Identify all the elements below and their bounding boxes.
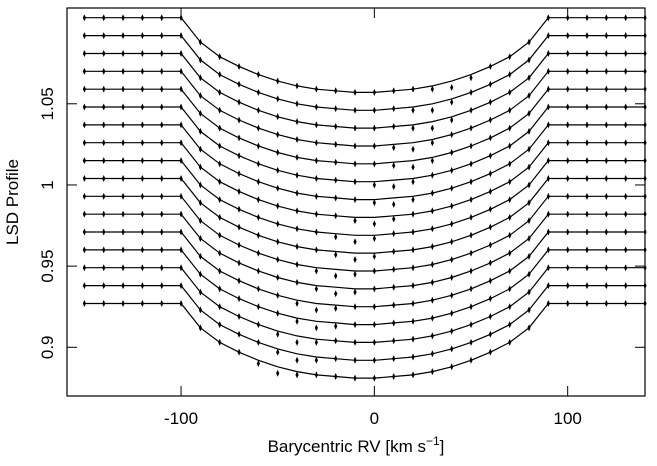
data-point	[430, 85, 434, 93]
data-point	[411, 163, 415, 171]
fit-line	[84, 70, 645, 147]
data-point	[82, 103, 86, 111]
data-point	[82, 139, 86, 147]
data-point	[276, 330, 280, 338]
fit-line	[84, 231, 645, 308]
data-point	[353, 256, 357, 264]
fit-line	[84, 285, 645, 361]
data-point	[82, 85, 86, 93]
data-point	[411, 178, 415, 186]
data-point	[450, 84, 454, 92]
y-axis-label: LSD Profile	[3, 159, 22, 245]
data-point	[314, 306, 318, 314]
data-point	[314, 324, 318, 332]
data-point	[372, 235, 376, 243]
data-point	[392, 144, 396, 152]
data-point	[334, 251, 338, 259]
fit-line	[84, 88, 645, 165]
y-tick-label: 1.05	[38, 87, 57, 120]
fit-line	[84, 35, 645, 111]
data-point	[334, 272, 338, 280]
data-point	[353, 217, 357, 225]
x-axis-label-part: −1	[426, 434, 440, 448]
fit-line	[84, 267, 645, 343]
data-point	[430, 139, 434, 147]
data-point	[334, 233, 338, 241]
data-point	[82, 246, 86, 254]
fit-line	[84, 142, 645, 218]
x-tick-label: 100	[553, 409, 581, 428]
x-axis-label: Barycentric RV [km s−1]	[268, 434, 445, 456]
data-point	[314, 267, 318, 275]
data-point	[314, 338, 318, 346]
data-point	[82, 121, 86, 129]
data-point	[411, 145, 415, 153]
fit-line	[84, 249, 645, 326]
data-point	[82, 228, 86, 236]
fit-line	[84, 106, 645, 183]
data-point	[256, 360, 260, 368]
fit-line	[84, 124, 645, 201]
data-point	[82, 282, 86, 290]
data-point	[82, 67, 86, 75]
data-point	[295, 356, 299, 364]
data-point	[82, 49, 86, 57]
data-point	[334, 304, 338, 312]
fit-line	[84, 177, 645, 254]
data-point	[353, 270, 357, 278]
data-point	[450, 116, 454, 124]
data-point	[392, 183, 396, 191]
data-point	[276, 348, 280, 356]
data-point	[334, 290, 338, 298]
fit-line	[84, 302, 645, 379]
data-point	[82, 299, 86, 307]
data-point	[82, 264, 86, 272]
data-point	[450, 98, 454, 106]
data-point	[82, 210, 86, 218]
data-point	[314, 356, 318, 364]
data-point	[82, 32, 86, 40]
data-point	[353, 238, 357, 246]
data-point	[295, 299, 299, 307]
y-tick-label: 1	[38, 180, 57, 189]
plot-frame	[66, 7, 646, 397]
y-tick-label: 0.9	[38, 335, 57, 359]
fit-line	[84, 17, 645, 93]
data-point	[372, 181, 376, 189]
data-point	[430, 157, 434, 165]
x-tick-label: -100	[164, 409, 198, 428]
data-point	[469, 74, 473, 82]
data-point	[392, 200, 396, 208]
x-axis-label-part: ]	[440, 437, 445, 456]
data-point	[430, 124, 434, 132]
data-point	[314, 285, 318, 293]
data-point	[276, 369, 280, 377]
x-tick-label: 0	[370, 409, 379, 428]
data-point	[392, 215, 396, 223]
data-point	[372, 199, 376, 207]
data-point	[430, 106, 434, 114]
data-point	[353, 288, 357, 296]
data-point	[411, 124, 415, 132]
data-point	[82, 14, 86, 22]
data-point	[295, 317, 299, 325]
fit-line	[84, 160, 645, 236]
data-point	[392, 161, 396, 169]
data-point	[82, 192, 86, 200]
data-point	[82, 157, 86, 165]
data-point	[295, 371, 299, 379]
data-point	[411, 106, 415, 114]
fit-line	[84, 213, 645, 290]
fit-line	[84, 52, 645, 129]
fit-line	[84, 195, 645, 272]
data-point	[334, 322, 338, 330]
data-point	[372, 220, 376, 228]
y-tick-label: 0.95	[38, 250, 57, 283]
data-point	[82, 174, 86, 182]
data-point	[295, 338, 299, 346]
x-axis-label-part: Barycentric RV [km s	[268, 437, 426, 456]
data-point	[372, 252, 376, 260]
data-point	[411, 196, 415, 204]
